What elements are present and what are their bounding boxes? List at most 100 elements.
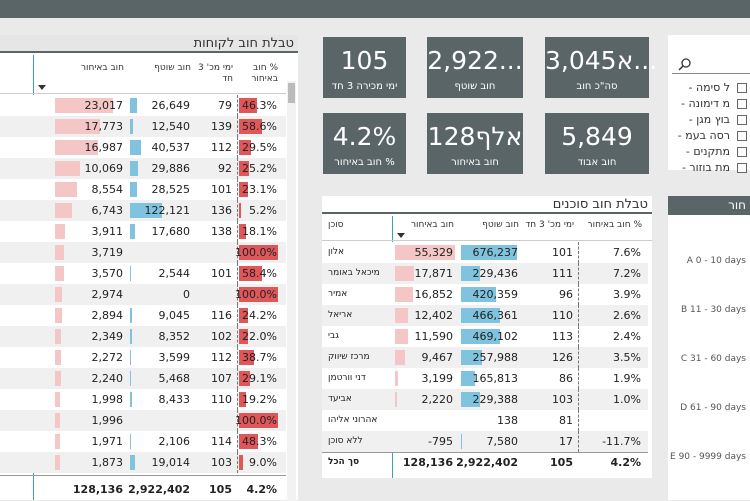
column-header: חוב באיחור bbox=[80, 63, 124, 73]
cell-value: 112 bbox=[211, 351, 232, 364]
data-bar bbox=[461, 329, 500, 344]
slicer-panel: ל סימה - מ דימונה - בוץ מגן - רסה בעמ - מתקנ… bbox=[668, 35, 750, 174]
data-bar bbox=[55, 203, 72, 218]
data-bar bbox=[461, 434, 462, 449]
cell-value: 1.0% bbox=[613, 393, 641, 406]
dashed-divider bbox=[237, 179, 238, 200]
cell-value: 92 bbox=[218, 162, 232, 175]
cell-value: 110 bbox=[552, 309, 573, 322]
data-bar bbox=[239, 455, 243, 470]
cell-value: 23.1% bbox=[242, 183, 277, 196]
dashed-divider bbox=[578, 263, 579, 284]
cell-value: 17,680 bbox=[151, 225, 191, 238]
column-header: ימי מכ' 3 חד bbox=[198, 63, 233, 84]
cell-value: 18.1% bbox=[242, 225, 277, 238]
data-bar bbox=[130, 224, 135, 239]
data-bar bbox=[55, 182, 77, 197]
cell-value: 110 bbox=[211, 393, 232, 406]
search-icon[interactable] bbox=[678, 58, 692, 72]
data-bar bbox=[461, 266, 480, 281]
checkbox[interactable] bbox=[737, 163, 747, 173]
row-bg bbox=[0, 221, 286, 242]
kpi-label: חוב אבוד bbox=[577, 157, 617, 168]
checkbox[interactable] bbox=[737, 83, 747, 93]
cell-value: 1,998 bbox=[91, 393, 124, 406]
cell-value: 22.0% bbox=[242, 330, 277, 343]
panel-title: טבלת חוב סוכנים bbox=[552, 197, 648, 212]
row-bg bbox=[322, 389, 648, 410]
cell-value: 79 bbox=[218, 99, 232, 112]
data-bar bbox=[55, 224, 65, 239]
cell-value: 7.2% bbox=[613, 267, 641, 280]
cell-value: 2,544 bbox=[158, 267, 191, 280]
checkbox[interactable] bbox=[737, 99, 747, 109]
top-bar bbox=[0, 0, 750, 18]
cell-value: 9,467 bbox=[421, 351, 454, 364]
header-line bbox=[322, 240, 652, 241]
cell-value: 12,540 bbox=[151, 120, 191, 133]
cell-value: ללא סוכן bbox=[328, 436, 363, 446]
data-bar bbox=[239, 350, 255, 365]
total-line bbox=[322, 452, 648, 453]
data-bar bbox=[395, 308, 409, 323]
cell-value: -795 bbox=[428, 435, 453, 448]
data-bar bbox=[130, 98, 137, 113]
sort-arrow[interactable] bbox=[397, 233, 405, 238]
kpi-card: 3,045א... סה"כ חוב bbox=[545, 37, 657, 98]
dashed-divider bbox=[578, 431, 579, 452]
cell-value: 58.4% bbox=[242, 267, 277, 280]
cell-value: אלון bbox=[328, 247, 345, 257]
cell-value: 3,719 bbox=[91, 246, 124, 259]
dashed-divider bbox=[237, 347, 238, 368]
panel-title: טבלת חוב לקוחות bbox=[193, 36, 294, 51]
kpi-card: 4.2% % חוב באיחור bbox=[323, 113, 406, 174]
data-bar bbox=[461, 371, 475, 386]
row-bg bbox=[0, 410, 286, 431]
cell-value: 3,911 bbox=[91, 225, 124, 238]
cell-value: 28,525 bbox=[151, 183, 191, 196]
scroll-thumb[interactable] bbox=[288, 83, 295, 103]
cell-value: 2,220 bbox=[421, 393, 454, 406]
cell-value: 8,554 bbox=[91, 183, 124, 196]
slicer-item-text: ל סימה - bbox=[688, 81, 730, 94]
cell-value: 19,014 bbox=[151, 456, 191, 469]
cell-value: 2,974 bbox=[91, 288, 124, 301]
total-value: 2,922,402 bbox=[128, 483, 190, 496]
dashed-divider bbox=[237, 389, 238, 410]
checkbox[interactable] bbox=[737, 131, 747, 141]
aging-label: E 90 - 9999 days bbox=[670, 452, 746, 462]
data-bar bbox=[239, 413, 278, 428]
row-bg bbox=[0, 326, 286, 347]
slicer-item-text: מת בוזור - bbox=[681, 161, 730, 174]
sort-arrow[interactable] bbox=[38, 85, 46, 90]
data-bar bbox=[461, 287, 496, 302]
data-bar bbox=[239, 266, 262, 281]
cell-value: אריאל bbox=[328, 310, 353, 320]
data-bar bbox=[55, 392, 61, 407]
data-bar bbox=[395, 266, 415, 281]
dashed-divider bbox=[237, 452, 238, 473]
aging-panel: חור A 0 - 10 days B 11 - 30 days C 31 - 60… bbox=[668, 196, 750, 500]
data-bar bbox=[55, 329, 61, 344]
cell-value: 107 bbox=[211, 372, 232, 385]
data-bar bbox=[55, 350, 61, 365]
cell-value: 138 bbox=[497, 414, 518, 427]
checkbox[interactable] bbox=[737, 115, 747, 125]
checkbox[interactable] bbox=[737, 147, 747, 157]
row-bg bbox=[0, 452, 286, 473]
aging-label: D 61 - 90 days bbox=[680, 403, 746, 413]
slicer-item-text: מתקנים - bbox=[685, 145, 730, 158]
row-bg bbox=[0, 284, 286, 305]
kpi-label: % חוב באיחור bbox=[334, 157, 395, 168]
data-bar bbox=[461, 245, 517, 260]
cell-value: 116 bbox=[211, 309, 232, 322]
dashed-divider bbox=[237, 326, 238, 347]
cell-value: 3.9% bbox=[613, 288, 641, 301]
cell-value: 103 bbox=[211, 456, 232, 469]
data-bar bbox=[55, 245, 65, 260]
cell-value: 5.2% bbox=[249, 204, 277, 217]
cell-value: גבי bbox=[328, 331, 339, 341]
dashed-divider bbox=[237, 200, 238, 221]
cell-value: 2,272 bbox=[91, 351, 124, 364]
data-bar bbox=[130, 329, 133, 344]
